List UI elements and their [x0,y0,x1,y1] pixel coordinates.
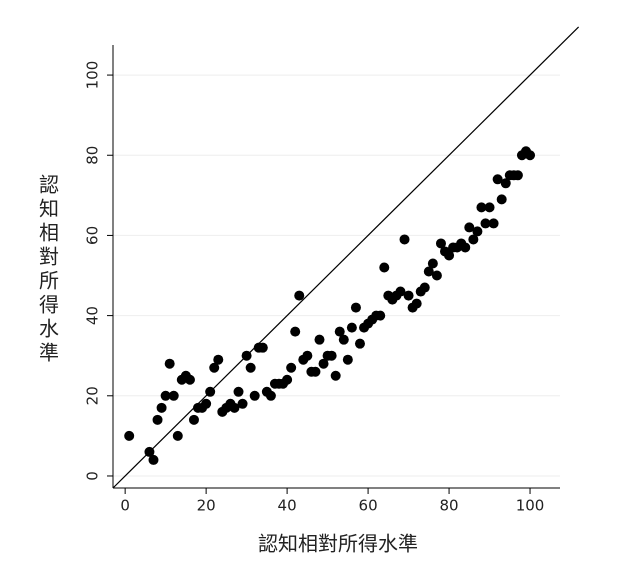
point [318,358,329,369]
point [346,322,357,333]
point [290,326,301,337]
point [156,402,167,413]
point [350,302,361,313]
point [124,430,135,441]
point [334,326,345,337]
point [500,178,511,189]
x-tick-label: 60 [359,497,378,515]
point [472,226,483,237]
point [476,202,487,213]
point [245,362,256,373]
y-axis-label: 認知相對所得水準 [36,174,60,366]
point [525,150,536,161]
point [164,358,175,369]
point [294,290,305,301]
point [233,386,244,397]
x-tick-label: 80 [440,497,459,515]
point [330,370,341,381]
point [168,390,179,401]
x-tick-label: 100 [516,497,545,515]
point [249,390,260,401]
point [492,174,503,185]
point [144,446,155,457]
point [468,234,479,245]
y-tick-label: 60 [84,226,102,245]
point [460,242,471,253]
point [427,258,438,269]
reference-line [112,26,580,489]
x-tick-label: 20 [197,497,216,515]
point [375,310,386,321]
point [241,350,252,361]
point [435,238,446,249]
point [265,390,276,401]
point [310,366,321,377]
point [209,362,220,373]
point [484,202,495,213]
point [419,282,430,293]
point [464,222,475,233]
point [302,350,313,361]
point [188,414,199,425]
point [286,362,297,373]
point [160,390,171,401]
point [431,270,442,281]
point [444,250,455,261]
point [282,374,293,385]
point [229,402,240,413]
point [314,334,325,345]
point [512,170,523,181]
point [399,234,410,245]
point [148,454,159,465]
y-tick-label: 0 [84,471,102,481]
point [423,266,434,277]
y-tick-label: 20 [84,386,102,405]
x-axis-label: 認知相對所得水準 [258,532,418,556]
point [326,350,337,361]
point [395,286,406,297]
point [172,430,183,441]
x-tick-label: 0 [120,497,130,515]
point [213,354,224,365]
point [257,342,268,353]
point [338,334,349,345]
y-tick-label: 80 [84,146,102,165]
x-tick-label: 40 [278,497,297,515]
point [201,398,212,409]
point [411,298,422,309]
y-tick-label: 100 [84,61,102,90]
point [237,398,248,409]
point [342,354,353,365]
point [403,290,414,301]
point [496,194,507,205]
point [379,262,390,273]
point [488,218,499,229]
point [152,414,163,425]
y-tick-label: 40 [84,306,102,325]
point [184,374,195,385]
point [354,338,365,349]
point [480,218,491,229]
point [205,386,216,397]
